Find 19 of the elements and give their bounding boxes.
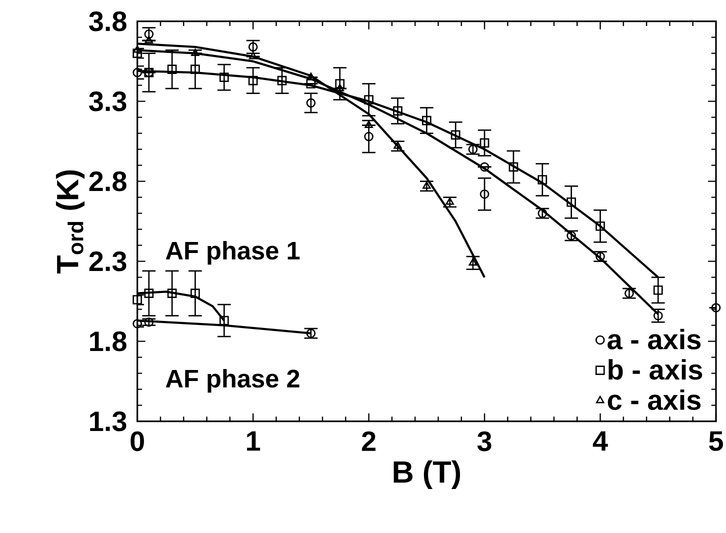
legend-label: b - axis [608, 359, 702, 380]
x-tick-label: 5 [709, 431, 723, 451]
x-tick-label: 0 [130, 431, 144, 452]
annotation: AF phase 2 [166, 368, 300, 392]
x-tick-label: 4 [592, 431, 608, 450]
y-tick-label: 1.3 [90, 411, 126, 432]
y-axis-title: T$_{ord}$ (K) [56, 170, 85, 274]
y-tick-label: 3.3 [89, 91, 126, 112]
x-tick-label: 2 [362, 431, 376, 451]
x-axis-title: B (T) [394, 460, 460, 489]
x-tick-label: 3 [477, 431, 492, 452]
y-tick-label: 3.8 [89, 11, 126, 32]
y-tick-label: 1.8 [90, 331, 126, 352]
legend-label: c - axis [608, 389, 701, 410]
y-tick-label: 2.8 [89, 171, 126, 192]
legend-label: a - axis [608, 328, 701, 350]
y-tick-label: 2.3 [89, 251, 126, 272]
x-tick-label: 1 [247, 431, 260, 450]
annotation: AF phase 1 [166, 240, 300, 264]
